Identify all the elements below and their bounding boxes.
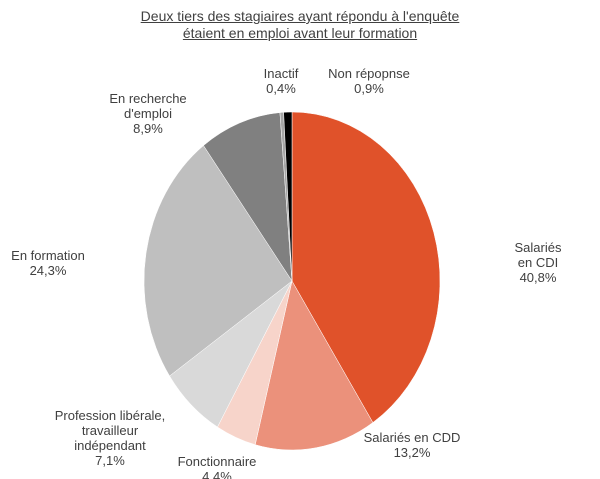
value-label: 13,2% <box>393 445 431 460</box>
pie-slice <box>254 280 374 451</box>
value-label: 8,9% <box>133 121 163 136</box>
pie-slice <box>283 111 293 282</box>
category-label: Salariés en CDD <box>363 430 461 445</box>
value-label: 24,3% <box>29 263 67 278</box>
pie-slice <box>203 112 293 282</box>
pie-slice <box>143 145 293 377</box>
category-label: Inactif <box>263 66 299 81</box>
value-label: 40,8% <box>519 270 557 285</box>
category-label: Profession libérale, travailleur indépen… <box>54 408 166 453</box>
chart-title: Deux tiers des stagiaires ayant répondu … <box>140 8 460 41</box>
value-label: 0,4% <box>266 81 296 96</box>
category-label: Non répopnse <box>328 66 410 81</box>
value-label: 4,4% <box>202 469 232 479</box>
category-label: Fonctionnaire <box>177 454 257 469</box>
pie-slice <box>291 111 441 423</box>
value-label: 0,9% <box>354 81 384 96</box>
category-label: Salariés en CDI <box>514 240 562 270</box>
category-label: En recherche d'emploi <box>109 91 187 121</box>
value-label: 7,1% <box>95 453 125 468</box>
category-label: En formation <box>11 248 85 263</box>
